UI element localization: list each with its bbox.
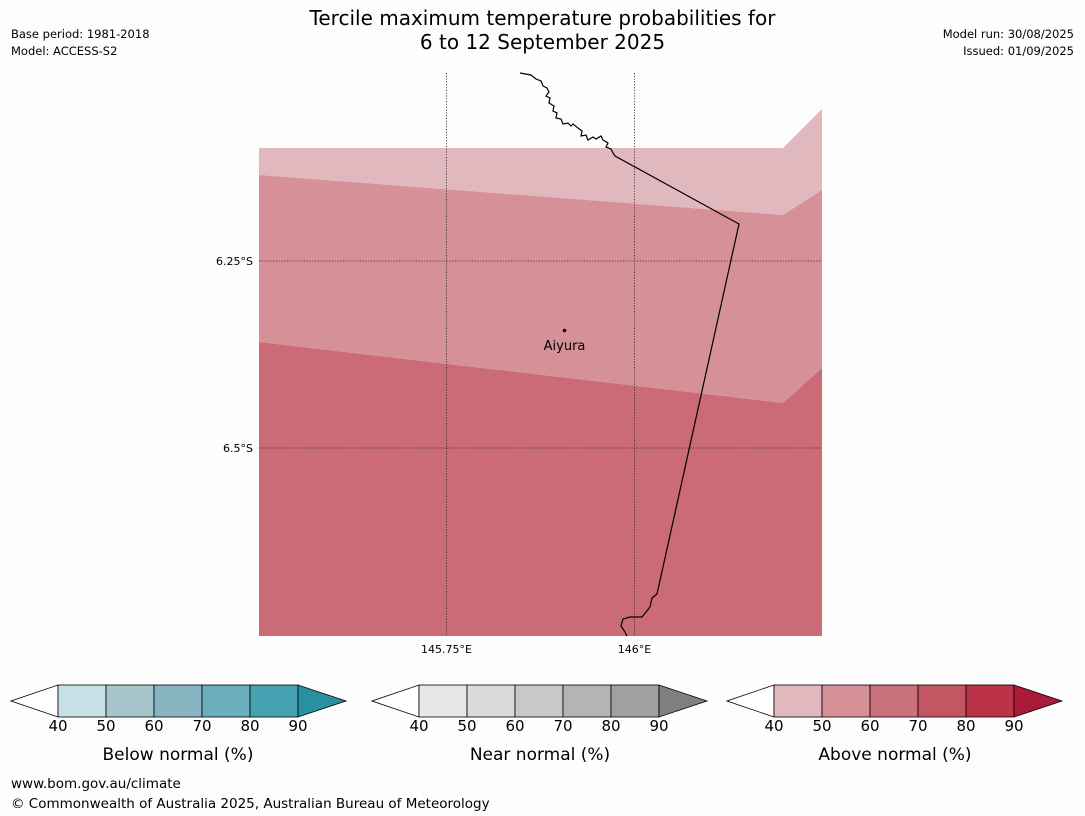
- map-title: Tercile maximum temperature probabilitie…: [0, 6, 1085, 54]
- footer: www.bom.gov.au/climate © Commonwealth of…: [11, 774, 490, 814]
- legend-tick-label: 50: [457, 717, 476, 734]
- aiyura-marker: Aiyura: [544, 328, 586, 354]
- legend-swatch: [917, 684, 967, 718]
- band-above-40-50: [259, 109, 822, 215]
- legend-swatch: [57, 684, 107, 718]
- legend-caption-above: Above normal (%): [818, 745, 972, 765]
- legend-extend-high: [1013, 684, 1064, 718]
- legend-extend-low: [371, 684, 420, 718]
- legend-extend-high: [658, 684, 709, 718]
- legend-tick-label: 90: [649, 717, 668, 734]
- legend-tick-label: 80: [956, 717, 975, 734]
- issued-text: Issued: 01/09/2025: [963, 44, 1074, 58]
- legend-swatch: [466, 684, 516, 718]
- legend-extend-low: [726, 684, 775, 718]
- legend-swatch: [773, 684, 823, 718]
- title-line-1: Tercile maximum temperature probabilitie…: [309, 6, 776, 30]
- legend-below-normal: 40 50 60 70 80 90: [10, 684, 348, 734]
- legend-tick-label: 40: [764, 717, 783, 734]
- legend-tick-label: 50: [812, 717, 831, 734]
- model-text: Model: ACCESS-S2: [11, 44, 118, 58]
- place-dot: [562, 328, 567, 333]
- legend-swatch: [201, 684, 251, 718]
- legend-tick-label: 70: [192, 717, 211, 734]
- legend-swatch: [153, 684, 203, 718]
- base-period-text: Base period: 1981-2018: [11, 27, 150, 41]
- legend-tick-label: 60: [144, 717, 163, 734]
- legend-tick-label: 70: [908, 717, 927, 734]
- lon-label: 146°E: [618, 643, 651, 656]
- legend-tick-label: 40: [48, 717, 67, 734]
- legend-tick-label: 90: [288, 717, 307, 734]
- border-line: [519, 72, 740, 637]
- legend-swatch: [965, 684, 1015, 718]
- copyright-text: © Commonwealth of Australia 2025, Austra…: [11, 796, 490, 812]
- legend-extend-high: [297, 684, 348, 718]
- legend-tick-label: 40: [409, 717, 428, 734]
- legend-above-normal: 40 50 60 70 80 90: [726, 684, 1064, 734]
- forecast-metadata-left: Base period: 1981-2018 Model: ACCESS-S2: [11, 26, 150, 60]
- legend-tick-label: 80: [601, 717, 620, 734]
- legend-caption-below: Below normal (%): [102, 745, 254, 765]
- legend-tick-label: 60: [505, 717, 524, 734]
- legend-tick-label: 70: [553, 717, 572, 734]
- title-line-2: 6 to 12 September 2025: [419, 30, 666, 54]
- forecast-map: Aiyura 6.25°S 6.5°S 145.75°E 146°E: [216, 72, 822, 656]
- legend-swatch: [821, 684, 871, 718]
- model-run-text: Model run: 30/08/2025: [942, 27, 1074, 41]
- axis-labels: 6.25°S 6.5°S 145.75°E 146°E: [216, 255, 651, 656]
- legend-swatch: [418, 684, 468, 718]
- legend-caption-near: Near normal (%): [469, 745, 611, 765]
- legend-swatch: [105, 684, 155, 718]
- legend-swatch: [610, 684, 660, 718]
- legend-swatch: [514, 684, 564, 718]
- lon-label: 145.75°E: [421, 643, 472, 656]
- legend-tick-label: 80: [240, 717, 259, 734]
- legend-near-normal: 40 50 60 70 80 90: [371, 684, 709, 734]
- legend-tick-label: 50: [96, 717, 115, 734]
- legend-extend-low: [10, 684, 59, 718]
- probability-bands: [259, 109, 822, 636]
- legend-tick-label: 60: [860, 717, 879, 734]
- forecast-metadata-right: Model run: 30/08/2025 Issued: 01/09/2025: [943, 26, 1074, 60]
- legend-swatch: [249, 684, 299, 718]
- legend-swatch: [869, 684, 919, 718]
- legend-tick-label: 90: [1004, 717, 1023, 734]
- band-above-50-60: [259, 175, 822, 403]
- band-above-60-70: [259, 342, 822, 636]
- website-text: www.bom.gov.au/climate: [11, 776, 181, 792]
- place-label: Aiyura: [544, 339, 586, 354]
- legend-swatch: [562, 684, 612, 718]
- lat-label: 6.5°S: [223, 442, 253, 455]
- lat-label: 6.25°S: [216, 255, 253, 268]
